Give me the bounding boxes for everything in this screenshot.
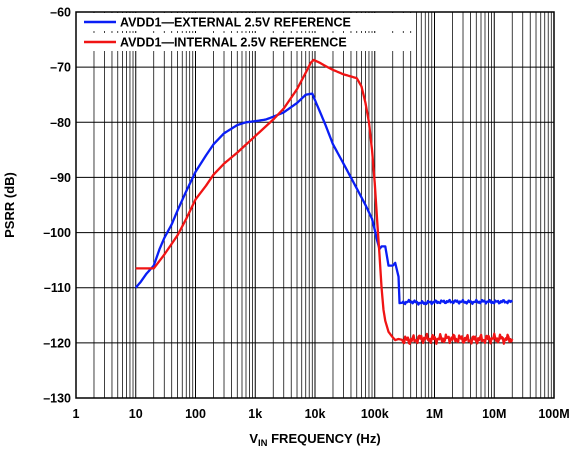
legend-label: AVDD1—INTERNAL 2.5V REFERENCE xyxy=(120,36,347,50)
grid-layer xyxy=(75,11,554,399)
y-tick-label: –120 xyxy=(43,336,71,350)
y-tick-label: –60 xyxy=(50,6,71,20)
x-tick-label: 1 xyxy=(73,407,80,421)
x-tick-label: 100M xyxy=(538,407,569,421)
plot-frame xyxy=(75,11,555,399)
x-tick-label: 10k xyxy=(305,407,326,421)
x-tick-label: 10M xyxy=(482,407,506,421)
series-line-1 xyxy=(134,92,514,306)
x-axis-label-subscript: IN xyxy=(258,438,268,449)
x-tick-label: 1M xyxy=(426,407,443,421)
legend-background xyxy=(80,33,416,51)
x-tick-label: 1k xyxy=(248,407,262,421)
x-tick-label: 100k xyxy=(361,407,389,421)
legend-background xyxy=(80,13,416,31)
y-axis-label: PSRR (dB) xyxy=(2,172,17,238)
y-tick-label: –90 xyxy=(50,171,71,185)
x-axis-label-rest: FREQUENCY (Hz) xyxy=(268,431,381,446)
y-tick-label: –110 xyxy=(44,281,71,295)
series-layer xyxy=(134,58,514,345)
legend: AVDD1—EXTERNAL 2.5V REFERENCE AVDD1—INTER… xyxy=(80,13,416,51)
x-tick-label: 10 xyxy=(129,407,143,421)
x-axis-label-main: V xyxy=(249,431,258,446)
y-tick-label: –130 xyxy=(43,392,71,406)
y-tick-label: –80 xyxy=(50,116,71,130)
series-line-2 xyxy=(135,58,514,345)
y-tick-label: –100 xyxy=(43,226,71,240)
legend-label: AVDD1—EXTERNAL 2.5V REFERENCE xyxy=(120,16,351,30)
y-tick-label: –70 xyxy=(50,61,71,75)
tick-labels: 1 10 100 1k 10k 100k 1M 10M 100M –60 –70 –80 –90 –100… xyxy=(43,6,569,422)
x-axis-label: VIN FREQUENCY (Hz) xyxy=(249,431,380,449)
x-tick-label: 100 xyxy=(185,407,206,421)
